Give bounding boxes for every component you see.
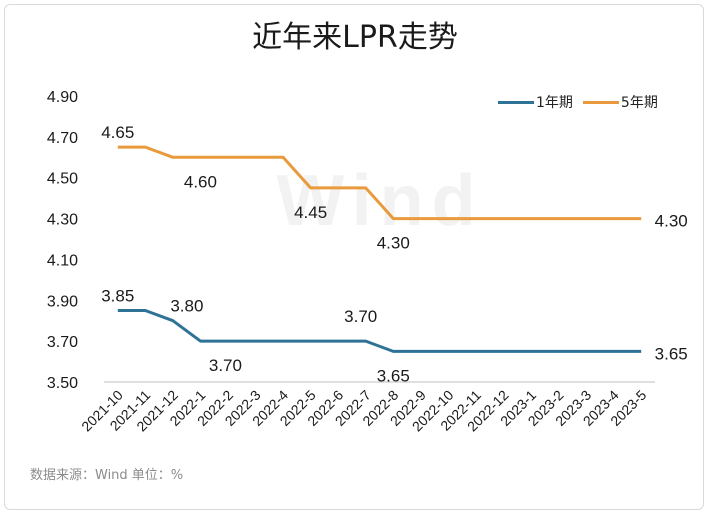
- data-label-1: 4.60: [184, 172, 217, 191]
- data-label-3: 4.30: [377, 234, 410, 253]
- chart-title: 近年来LPR走势: [252, 20, 458, 55]
- watermark-text: Wind: [276, 161, 483, 241]
- series-line-1: [117, 145, 642, 221]
- chart-frame: [4, 4, 704, 510]
- data-label-4: 4.30: [655, 212, 688, 231]
- y-tick-label-0: 3.50: [47, 375, 78, 392]
- data-label-6: 3.80: [170, 297, 203, 316]
- legend-label-5y: 5年期: [620, 95, 658, 111]
- data-label-8: 3.70: [344, 307, 377, 326]
- legend-item-1y: 1年期: [498, 92, 573, 112]
- legend-label-1y: 1年期: [536, 95, 573, 111]
- data-label-9: 3.65: [377, 366, 410, 385]
- y-tick-label-1: 3.70: [47, 334, 78, 351]
- y-tick-label-3: 4.10: [47, 252, 78, 269]
- data-labels-layer: 4.65 4.60 4.45 4.30 4.30 3.85 3.80 3.70 3.70 3.65…: [101, 123, 688, 385]
- series-line-0: [117, 309, 642, 353]
- y-tick-label-7: 4.90: [47, 89, 78, 106]
- source-note: 数据来源：Wind 单位：%: [30, 468, 184, 483]
- legend-item-5y: 5年期: [582, 92, 658, 112]
- axes: 3.503.703.904.104.304.504.704.902021-102…: [47, 89, 655, 434]
- chart-legend: 1年期 5年期: [498, 92, 668, 112]
- legend-swatch-5y: [582, 100, 619, 104]
- y-tick-label-6: 4.70: [47, 130, 78, 147]
- data-label-5: 3.85: [101, 287, 134, 306]
- data-label-2: 4.45: [294, 203, 327, 222]
- data-label-10: 3.65: [655, 344, 688, 363]
- series-layer: [117, 145, 642, 353]
- y-tick-label-5: 4.50: [47, 171, 78, 188]
- y-tick-label-2: 3.90: [47, 293, 78, 310]
- legend-swatch-1y: [498, 100, 534, 104]
- data-label-0: 4.65: [101, 123, 134, 142]
- data-label-7: 3.70: [209, 356, 242, 375]
- y-tick-label-4: 4.30: [47, 212, 78, 229]
